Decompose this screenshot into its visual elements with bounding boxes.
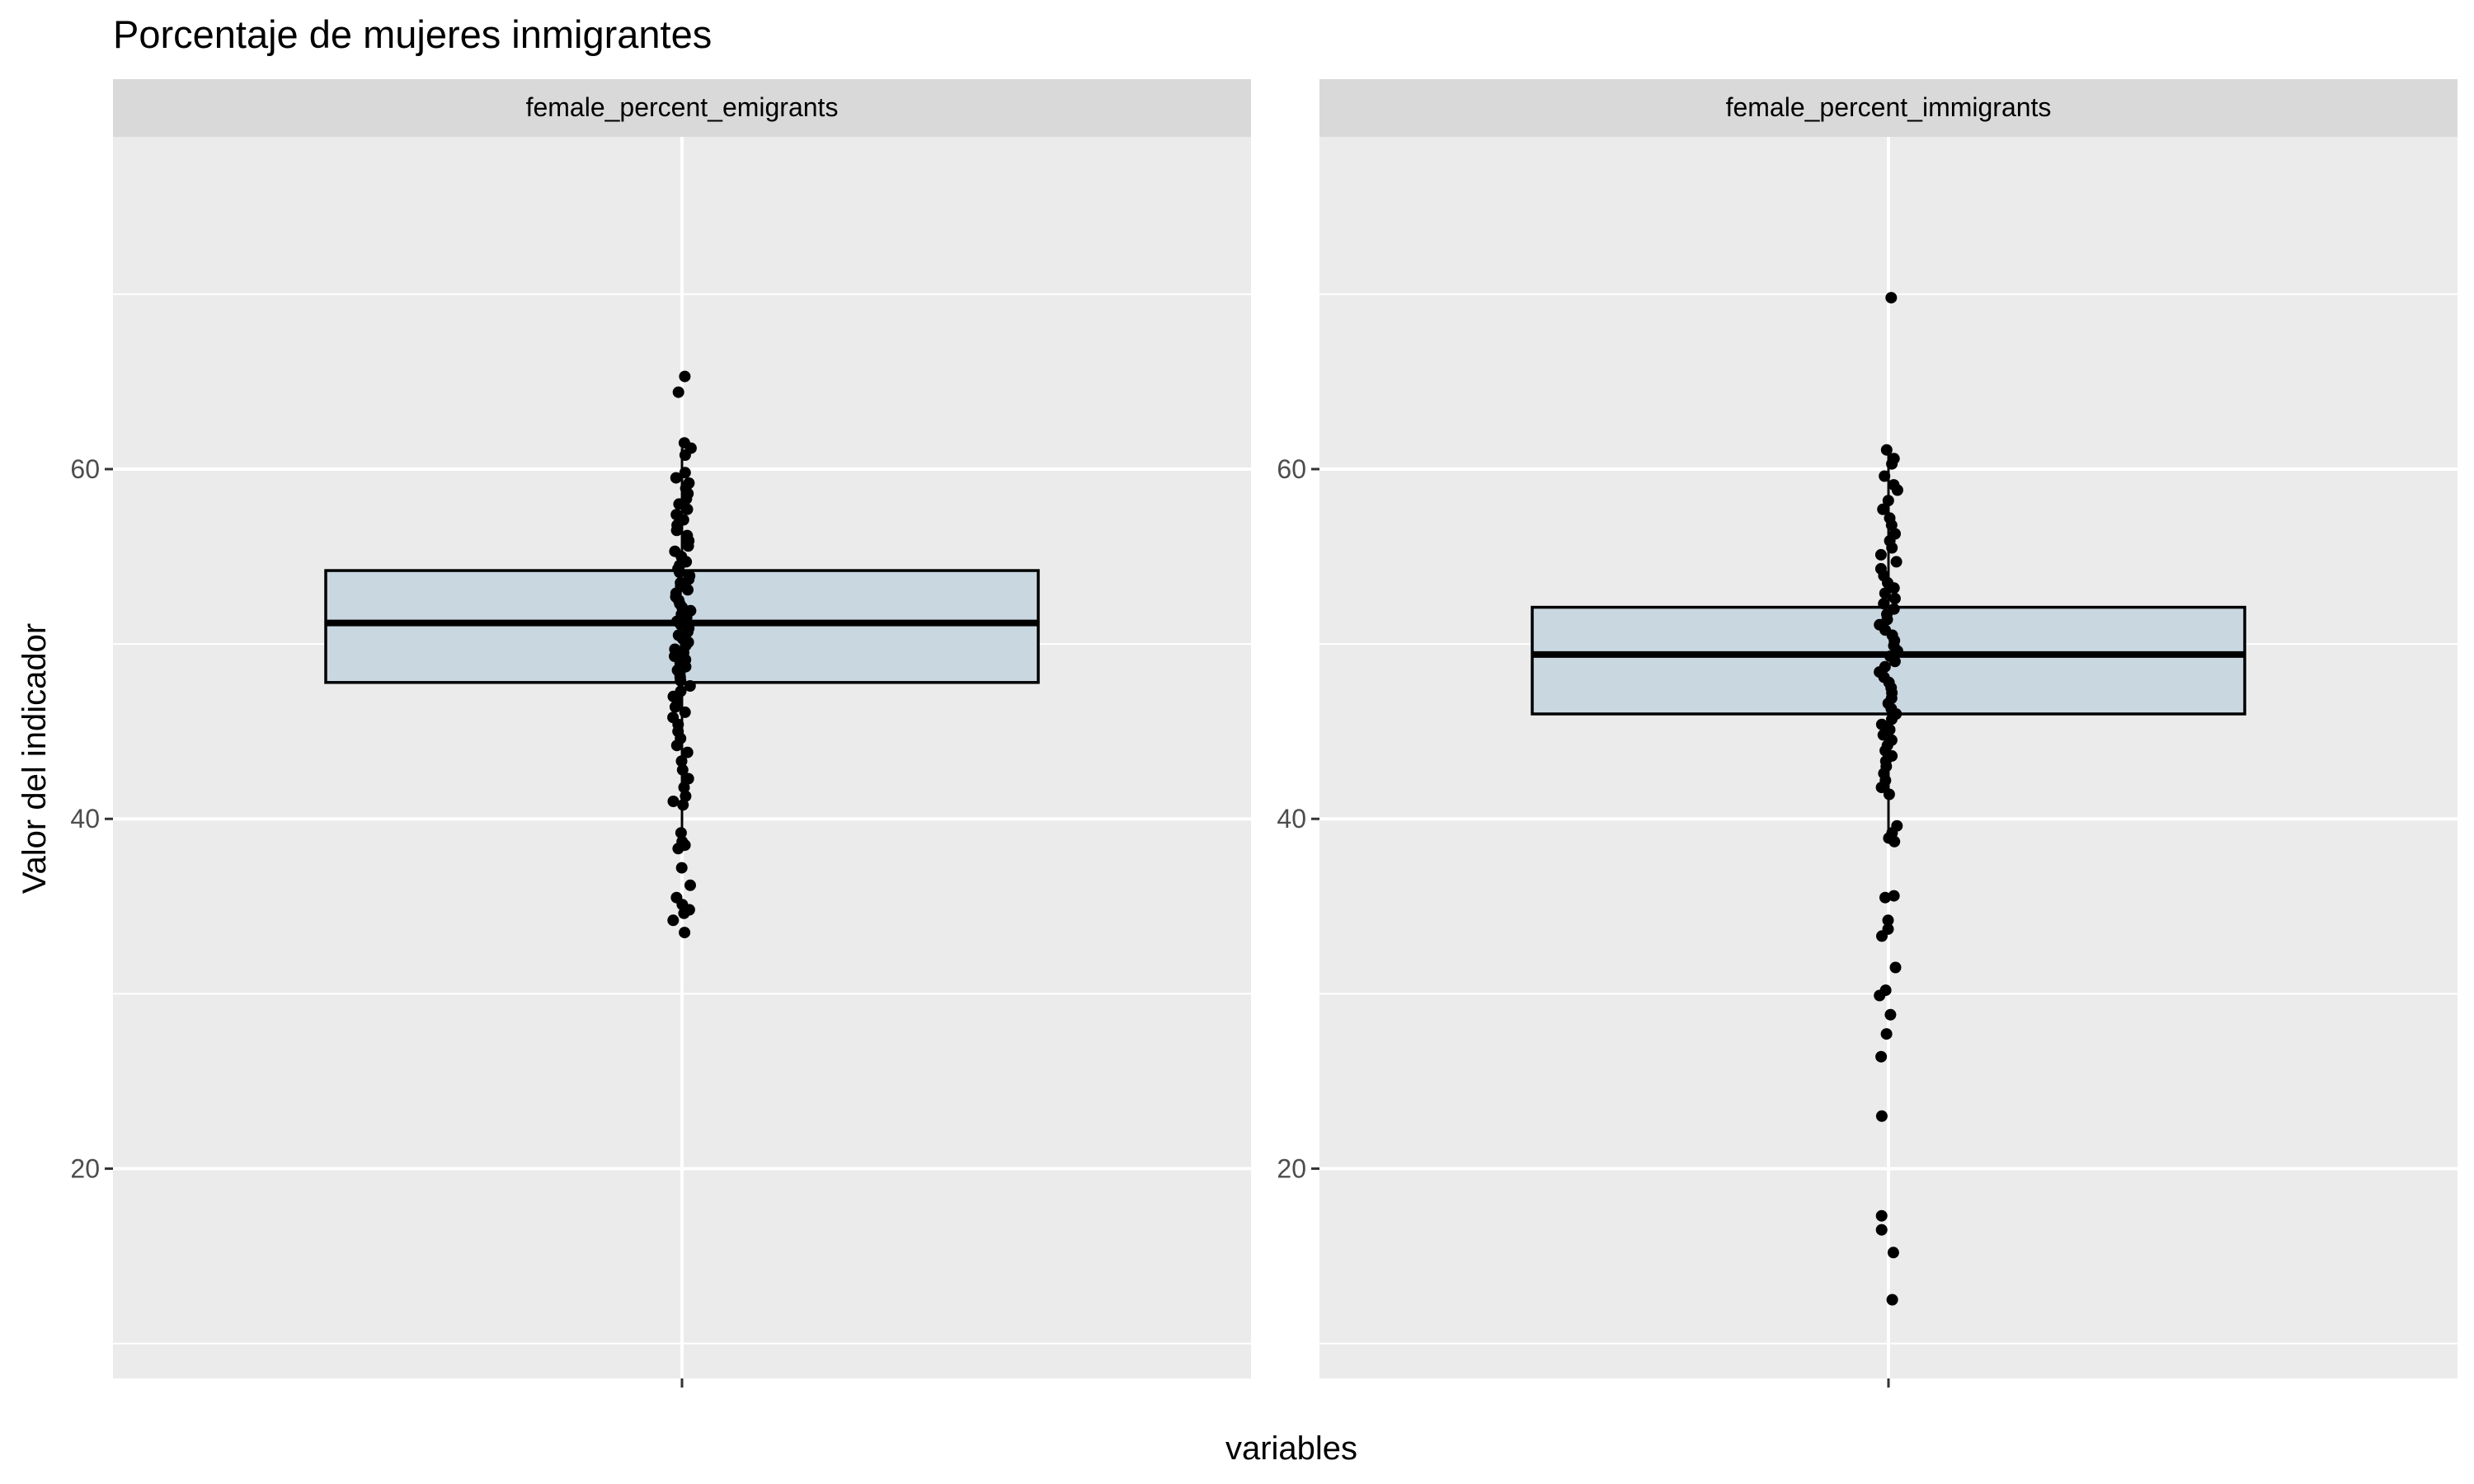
data-point	[1888, 582, 1900, 594]
data-point	[670, 472, 682, 484]
data-point	[679, 467, 691, 479]
data-point	[675, 827, 687, 839]
data-point	[1886, 458, 1898, 470]
data-point	[684, 879, 696, 891]
y-tick-label: 20	[70, 1153, 100, 1183]
facet-panel-2: female_percent_immigrants 20 40 60	[1277, 79, 2458, 1388]
data-point	[675, 755, 688, 768]
data-point	[1890, 556, 1903, 568]
data-point	[669, 701, 681, 713]
data-point	[1874, 989, 1886, 1002]
data-point	[676, 763, 689, 776]
data-point	[1886, 713, 1898, 726]
data-point	[675, 862, 688, 874]
data-point	[682, 773, 694, 785]
data-point	[1886, 542, 1898, 554]
data-point	[667, 914, 680, 927]
data-point	[1885, 519, 1898, 531]
facet-panels: female_percent_emigrants204060female_per…	[70, 79, 2458, 1388]
data-point	[1875, 1223, 1888, 1236]
data-point	[1891, 484, 1903, 496]
data-point	[670, 740, 683, 752]
y-tick-label: 20	[1277, 1153, 1306, 1183]
data-point	[1878, 598, 1890, 610]
data-point	[677, 799, 689, 811]
data-point	[1877, 729, 1889, 741]
data-point	[1879, 470, 1891, 482]
data-point	[678, 782, 690, 794]
data-point	[1889, 961, 1902, 974]
data-point	[1879, 587, 1891, 599]
data-point	[1875, 1050, 1888, 1063]
data-point	[1880, 444, 1893, 456]
facet-panel-1: female_percent_emigrants 20 40 60	[70, 79, 1251, 1388]
chart-title: Porcentaje de mujeres inmigrantes	[113, 12, 712, 56]
strip-background	[1319, 79, 2458, 137]
strip-label: female_percent_emigrants	[526, 92, 839, 122]
data-point	[1880, 1028, 1893, 1040]
data-point	[679, 370, 691, 383]
data-point	[682, 540, 694, 552]
data-point	[1885, 292, 1898, 304]
data-point	[1882, 914, 1894, 927]
data-point	[1875, 782, 1888, 794]
data-point	[679, 927, 691, 939]
y-tick-label: 60	[70, 454, 100, 484]
data-point	[675, 674, 687, 687]
data-point	[1888, 655, 1901, 668]
data-point	[1884, 1008, 1897, 1021]
data-point	[1888, 593, 1901, 604]
x-axis-label: variables	[1225, 1430, 1357, 1467]
data-point	[1886, 1294, 1898, 1306]
data-point	[678, 907, 690, 919]
y-tick-label: 60	[1277, 454, 1306, 484]
data-point	[1883, 788, 1895, 801]
strip-label: female_percent_immigrants	[1726, 92, 2052, 122]
data-point	[682, 584, 694, 596]
strip-background	[113, 79, 1251, 137]
data-point	[1887, 1247, 1899, 1259]
data-point	[684, 680, 696, 692]
data-point	[1877, 503, 1889, 515]
y-axis-label: Valor del indicador	[16, 623, 53, 894]
data-point	[680, 790, 692, 802]
data-point	[1882, 495, 1894, 507]
data-point	[1874, 548, 1887, 561]
data-point	[1879, 891, 1891, 904]
y-tick-label: 40	[1277, 804, 1306, 834]
data-point	[667, 796, 680, 807]
y-tick-label: 40	[70, 804, 100, 834]
data-point	[679, 449, 691, 461]
data-point	[673, 498, 685, 510]
data-point	[1888, 890, 1900, 902]
data-point	[1875, 1110, 1888, 1122]
data-point	[672, 843, 684, 855]
data-point	[672, 386, 684, 398]
data-point	[1875, 1209, 1888, 1222]
data-point	[670, 524, 683, 537]
data-point	[681, 503, 694, 515]
data-point	[1876, 930, 1888, 942]
data-point	[1888, 835, 1901, 848]
data-point	[679, 706, 691, 718]
data-point	[681, 746, 694, 758]
data-point	[674, 566, 686, 579]
